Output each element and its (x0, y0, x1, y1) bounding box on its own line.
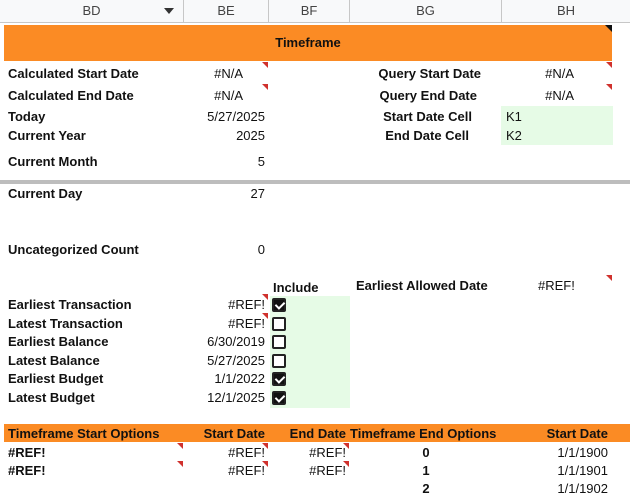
query-end-date-value[interactable]: #N/A (545, 88, 574, 103)
timeframe-end-options-header: Timeframe End Options (350, 426, 497, 441)
end-option-cell[interactable]: 0 (422, 445, 430, 460)
earliest-budget-value[interactable]: 1/1/2022 (214, 371, 265, 386)
uncategorized-count-value[interactable]: 0 (257, 242, 265, 257)
include-checkbox-latest-balance[interactable] (272, 354, 286, 368)
timeframe-start-options-header: Timeframe Start Options (8, 426, 160, 441)
include-checkbox-earliest-budget[interactable] (272, 372, 286, 386)
latest-budget-value[interactable]: 12/1/2025 (207, 390, 265, 405)
end-date-cell-value[interactable]: K2 (506, 128, 522, 143)
latest-transaction-label: Latest Transaction (8, 316, 123, 331)
filter-dropdown-icon[interactable] (164, 8, 174, 14)
start-date-cell-label: Start Date Cell (383, 109, 472, 124)
timeframe-banner[interactable]: Timeframe (4, 25, 612, 61)
start-date-cell-value[interactable]: K1 (506, 109, 522, 124)
error-flag[interactable] (606, 84, 612, 90)
end-option-cell[interactable]: 2 (422, 481, 430, 496)
error-flag[interactable] (177, 443, 183, 449)
column-header-bg[interactable]: BG (350, 0, 502, 22)
start-option-cell[interactable]: #REF! (8, 445, 46, 460)
include-column-bg (270, 296, 350, 408)
start-date-cell[interactable]: #REF! (228, 445, 265, 460)
error-flag[interactable] (343, 461, 349, 467)
end-date-cell[interactable]: #REF! (309, 463, 346, 478)
today-label: Today (8, 109, 46, 124)
end-option-start-date-cell[interactable]: 1/1/1900 (557, 445, 608, 460)
end-date-cell[interactable]: #REF! (309, 445, 346, 460)
column-header-bar: BD BE BF BG BH (0, 0, 630, 23)
error-flag[interactable] (262, 443, 268, 449)
earliest-balance-value[interactable]: 6/30/2019 (207, 334, 265, 349)
earliest-transaction-value[interactable]: #REF! (228, 297, 265, 312)
earliest-transaction-label: Earliest Transaction (8, 297, 132, 312)
calculated-end-date-value[interactable]: #N/A (214, 88, 243, 103)
column-header-be[interactable]: BE (184, 0, 269, 22)
comment-marker[interactable] (605, 25, 612, 32)
include-header: Include (273, 280, 319, 295)
end-options-start-date-header: Start Date (546, 426, 608, 441)
include-checkbox-earliest-balance[interactable] (272, 335, 286, 349)
column-header-bh[interactable]: BH (556, 3, 576, 18)
error-flag[interactable] (262, 294, 268, 300)
end-option-cell[interactable]: 1 (422, 463, 430, 478)
query-start-date-label: Query Start Date (378, 66, 481, 81)
options-header-bar (4, 424, 630, 442)
earliest-allowed-date-value[interactable]: #REF! (538, 278, 575, 293)
error-flag[interactable] (262, 461, 268, 467)
uncategorized-count-label: Uncategorized Count (8, 242, 139, 257)
latest-balance-label: Latest Balance (8, 353, 100, 368)
end-option-start-date-cell[interactable]: 1/1/1901 (557, 463, 608, 478)
column-header-bf[interactable]: BF (269, 0, 350, 22)
today-value[interactable]: 5/27/2025 (207, 109, 265, 124)
end-date-header: End Date (289, 426, 346, 441)
error-flag[interactable] (606, 62, 612, 68)
calculated-start-date-value[interactable]: #N/A (214, 66, 243, 81)
current-month-label: Current Month (8, 154, 98, 169)
latest-budget-label: Latest Budget (8, 390, 95, 405)
cell-reference-box (501, 106, 613, 145)
include-checkbox-latest-budget[interactable] (272, 391, 286, 405)
current-day-label: Current Day (8, 186, 83, 201)
error-flag[interactable] (177, 461, 183, 467)
query-start-date-value[interactable]: #N/A (545, 66, 574, 81)
current-year-label: Current Year (8, 128, 86, 143)
error-flag[interactable] (606, 275, 612, 281)
include-checkbox-earliest-transaction[interactable] (272, 298, 286, 312)
latest-transaction-value[interactable]: #REF! (228, 316, 265, 331)
current-year-value[interactable]: 2025 (236, 128, 265, 143)
column-header-bd[interactable]: BD (0, 0, 184, 22)
earliest-balance-label: Earliest Balance (8, 334, 109, 349)
include-checkbox-latest-transaction[interactable] (272, 317, 286, 331)
calculated-start-date-label: Calculated Start Date (8, 66, 139, 81)
start-date-header: Start Date (203, 426, 265, 441)
error-flag[interactable] (262, 84, 268, 90)
end-option-start-date-cell[interactable]: 1/1/1902 (557, 481, 608, 496)
frozen-rows-divider[interactable] (0, 180, 630, 184)
error-flag[interactable] (262, 313, 268, 319)
section-title: Timeframe (275, 35, 341, 50)
current-day-value[interactable]: 27 (250, 186, 265, 201)
error-flag[interactable] (262, 62, 268, 68)
current-month-value[interactable]: 5 (257, 154, 265, 169)
earliest-allowed-date-label: Earliest Allowed Date (356, 278, 488, 293)
earliest-budget-label: Earliest Budget (8, 371, 104, 386)
latest-balance-value[interactable]: 5/27/2025 (207, 353, 265, 368)
query-end-date-label: Query End Date (379, 88, 477, 103)
end-date-cell-label: End Date Cell (385, 128, 469, 143)
error-flag[interactable] (343, 443, 349, 449)
calculated-end-date-label: Calculated End Date (8, 88, 134, 103)
start-date-cell[interactable]: #REF! (228, 463, 265, 478)
start-option-cell[interactable]: #REF! (8, 463, 46, 478)
